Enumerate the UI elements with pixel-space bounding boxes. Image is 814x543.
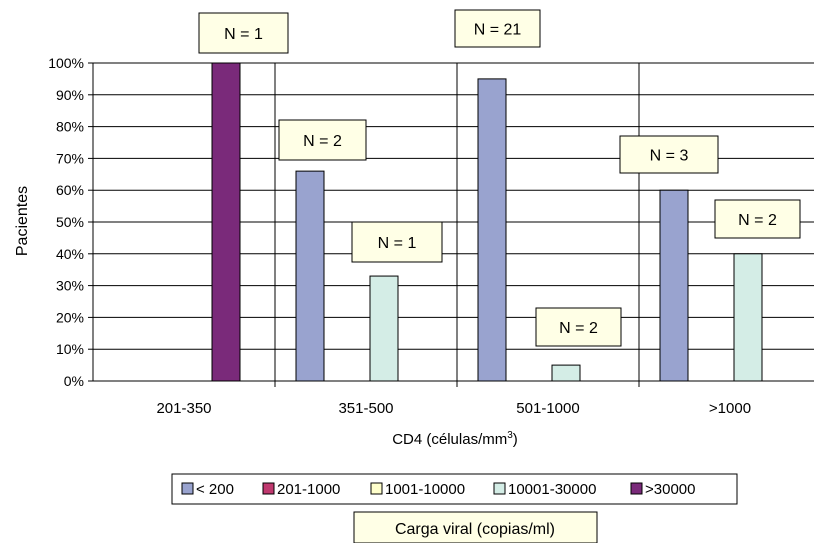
legend-swatch [630,482,643,495]
x-tick-label: 351-500 [338,400,393,417]
x-tick-label: >1000 [709,400,751,417]
y-tick-label: 100% [48,55,84,71]
y-tick-label: 70% [56,150,84,166]
x-axis-label-sup: 3 [507,430,513,441]
legend-item: 10001-30000 [493,481,596,498]
annotation: N = 2 [714,199,801,239]
y-axis-label: Pacientes [14,186,31,256]
y-tick-label: 20% [56,309,84,325]
y-tick-label: 50% [56,214,84,230]
bar [211,62,241,382]
legend-item: 201-1000 [262,481,340,498]
annotation-label: N = 21 [474,22,522,39]
annotation-box [535,307,622,347]
y-tick-label: 90% [56,87,84,103]
x-axis-label: CD4 (células/mm3) [392,430,518,448]
annotation: N = 2 [278,119,367,161]
legend-swatch [181,482,194,495]
category-dividers [274,63,640,387]
annotation: N = 21 [454,9,541,48]
bar [733,253,763,382]
annotation: N = 3 [619,135,719,174]
annotation: N = 1 [351,221,443,263]
x-tick-label: 501-1000 [516,400,579,417]
legend-label: 1001-10000 [385,481,465,498]
annotations: N = 1 N = 2 N = 1 N = 21 N = 2 N = 3 N = 2 [198,9,801,347]
bars [211,62,763,382]
annotation: N = 2 [535,307,622,347]
annotation-box [278,119,367,161]
y-tick-label: 40% [56,246,84,262]
legend-title-box: Carga viral (copias/ml) [353,511,598,543]
legend-label: >30000 [645,481,695,498]
x-tick-labels: 201-350 351-500 501-1000 >1000 [156,400,751,417]
annotation-box [714,199,801,239]
legend-swatch [262,482,275,495]
y-tick-label: 60% [56,182,84,198]
legend-item: >30000 [630,481,695,498]
bar [477,78,507,382]
y-tick-labels: 0% 10% 20% 30% 40% 50% 60% 70% 80% 90% 100% [48,55,84,389]
annotation-box [198,12,289,54]
bar [551,364,581,382]
annotation-label: N = 2 [738,212,777,229]
annotation: N = 1 [198,12,289,54]
annotation-label: N = 2 [303,133,342,150]
annotation-label: N = 3 [650,148,689,165]
legend-label: 10001-30000 [508,481,596,498]
annotation-label: N = 1 [378,235,417,252]
x-axis-label-suffix: ) [513,431,518,448]
bar [369,275,399,382]
legend-swatch [493,482,506,495]
y-tick-label: 10% [56,341,84,357]
legend-label: 201-1000 [277,481,340,498]
legend: < 200 201-1000 1001-10000 10001-30000 >30000 [171,473,738,505]
annotation-box [619,135,719,174]
annotation-box [351,221,443,263]
annotation-label: N = 1 [224,26,263,43]
axes [92,63,814,382]
y-tick-label: 80% [56,119,84,135]
y-tick-label: 0% [64,373,84,389]
legend-item: < 200 [181,481,234,498]
bar [659,189,689,382]
x-tick-label: 201-350 [156,400,211,417]
legend-title: Carga viral (copias/ml) [395,521,555,538]
legend-swatch [370,482,383,495]
x-axis-label-main: CD4 (células/mm [392,431,507,448]
legend-item: 1001-10000 [370,481,465,498]
y-tick-label: 30% [56,278,84,294]
legend-label: < 200 [196,481,234,498]
annotation-box [454,9,541,48]
bar [295,170,325,382]
gridlines [88,62,814,382]
annotation-label: N = 2 [559,320,598,337]
